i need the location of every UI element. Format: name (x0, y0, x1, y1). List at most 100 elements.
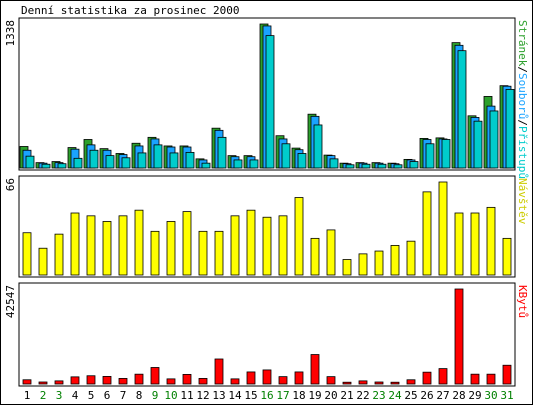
bar-visits-day-27 (438, 181, 448, 276)
bar-visits-day-19 (310, 237, 320, 276)
bar-Přístupů-day-25 (409, 161, 419, 169)
bar-Přístupů-day-22 (361, 163, 371, 169)
x-tick-label-17: 17 (276, 389, 289, 402)
bar-kbytes-day-25 (406, 379, 416, 385)
x-tick-label-30: 30 (484, 389, 497, 402)
bar-Přístupů-day-24 (393, 164, 403, 169)
bar-visits-day-13 (214, 230, 224, 276)
bar-visits-day-22 (358, 253, 368, 276)
panel-kbytes-frame (18, 282, 516, 387)
x-tick-label-26: 26 (420, 389, 433, 402)
bar-visits-day-24 (390, 245, 400, 276)
panel-hits-files-pages-label-part-4: Přístupů (516, 126, 529, 179)
bar-visits-day-20 (326, 229, 336, 276)
bar-kbytes-day-19 (310, 354, 320, 385)
x-tick-label-23: 23 (372, 389, 385, 402)
bar-visits-day-8 (134, 209, 144, 276)
bar-visits-day-6 (102, 221, 112, 276)
x-tick-label-18: 18 (292, 389, 305, 402)
bar-kbytes-day-23 (374, 381, 384, 385)
x-tick-label-4: 4 (72, 389, 79, 402)
panel-visits-max-label: 66 (4, 178, 17, 191)
x-tick-label-22: 22 (356, 389, 369, 402)
bar-Přístupů-day-4 (73, 157, 83, 169)
bar-visits-day-16 (262, 216, 272, 276)
bar-visits-day-30 (486, 206, 496, 276)
bar-kbytes-day-1 (22, 379, 32, 385)
bar-kbytes-day-6 (102, 376, 112, 385)
bar-kbytes-day-29 (470, 373, 480, 385)
bar-visits-day-14 (230, 215, 240, 276)
x-tick-label-13: 13 (212, 389, 225, 402)
panel-hits-files-pages-label-part-3: / (516, 119, 529, 126)
bar-Přístupů-day-27 (441, 139, 451, 169)
bar-Přístupů-day-12 (201, 162, 211, 169)
x-tick-label-2: 2 (40, 389, 47, 402)
bar-kbytes-day-31 (502, 364, 512, 385)
bar-Přístupů-day-7 (121, 157, 131, 169)
bar-kbytes-day-3 (54, 380, 64, 385)
bar-Přístupů-day-14 (233, 159, 243, 169)
x-tick-label-28: 28 (452, 389, 465, 402)
bar-visits-day-15 (246, 209, 256, 276)
bar-Přístupů-day-2 (41, 163, 51, 169)
x-tick-label-8: 8 (136, 389, 143, 402)
panel-hits-files-pages-series-label: Stránek/Souborů/Přístupů (516, 20, 529, 179)
x-tick-label-31: 31 (500, 389, 513, 402)
panel-visits-label-part-0: Návštěv (516, 178, 529, 225)
bar-visits-day-7 (118, 215, 128, 276)
bar-Přístupů-day-19 (313, 124, 323, 169)
bar-visits-day-10 (166, 221, 176, 276)
bar-Přístupů-day-5 (89, 149, 99, 169)
bar-kbytes-day-7 (118, 378, 128, 385)
bar-Přístupů-day-26 (425, 143, 435, 169)
bar-Přístupů-day-16 (265, 35, 275, 169)
bar-kbytes-day-9 (150, 367, 160, 385)
panel-hits-files-pages-label-part-1: / (516, 66, 529, 73)
x-tick-label-21: 21 (340, 389, 353, 402)
x-tick-label-15: 15 (244, 389, 257, 402)
bar-Přístupů-day-13 (217, 136, 227, 169)
x-tick-label-5: 5 (88, 389, 95, 402)
x-tick-label-16: 16 (260, 389, 273, 402)
bar-kbytes-day-27 (438, 368, 448, 385)
bar-visits-day-31 (502, 237, 512, 276)
bar-Přístupů-day-23 (377, 163, 387, 169)
bar-kbytes-day-22 (358, 380, 368, 385)
bar-Přístupů-day-28 (457, 50, 467, 169)
bar-kbytes-day-10 (166, 378, 176, 385)
bar-kbytes-day-30 (486, 373, 496, 385)
panel-kbytes-label-part-0: KBytů (516, 285, 529, 318)
bar-kbytes-day-12 (198, 378, 208, 385)
bar-kbytes-day-21 (342, 381, 352, 385)
bar-kbytes-day-16 (262, 369, 272, 385)
bar-Přístupů-day-30 (489, 110, 499, 169)
bar-Přístupů-day-18 (297, 153, 307, 169)
bar-visits-day-29 (470, 212, 480, 276)
bar-visits-day-25 (406, 240, 416, 276)
bar-kbytes-day-4 (70, 376, 80, 385)
bar-Přístupů-day-11 (185, 151, 195, 169)
bar-visits-day-23 (374, 250, 384, 276)
bar-kbytes-day-20 (326, 376, 336, 385)
x-tick-label-29: 29 (468, 389, 481, 402)
bar-Přístupů-day-6 (105, 155, 115, 169)
bar-visits-day-2 (38, 247, 48, 276)
bar-Přístupů-day-8 (137, 152, 147, 169)
bar-Přístupů-day-31 (505, 89, 515, 169)
x-tick-label-24: 24 (388, 389, 402, 402)
bar-visits-day-1 (22, 232, 32, 276)
x-tick-label-1: 1 (24, 389, 31, 402)
bar-kbytes-day-11 (182, 373, 192, 385)
bar-Přístupů-day-3 (57, 163, 67, 169)
bar-kbytes-day-18 (294, 371, 304, 385)
bar-Přístupů-day-9 (153, 144, 163, 169)
x-tick-label-6: 6 (104, 389, 111, 402)
bar-kbytes-day-14 (230, 378, 240, 385)
panel-kbytes-series-label: KBytů (516, 285, 529, 318)
bar-kbytes-day-8 (134, 373, 144, 385)
bar-visits-day-28 (454, 212, 464, 276)
chart-title: Denní statistika za prosinec 2000 (21, 4, 240, 17)
bar-visits-day-21 (342, 259, 352, 276)
panel-visits-series-label: Návštěv (516, 178, 529, 225)
